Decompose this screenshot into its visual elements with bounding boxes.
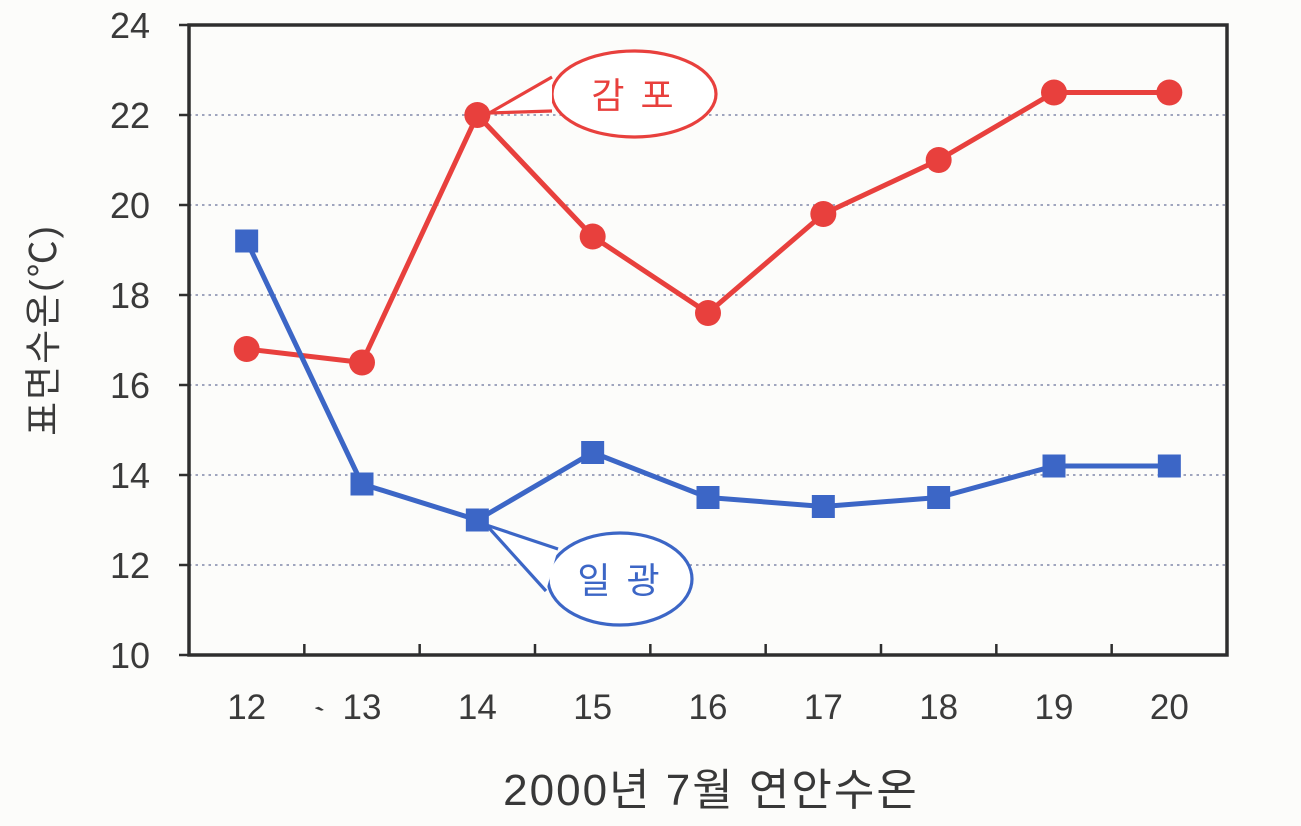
x-tick-label: 18	[919, 688, 958, 727]
data-point-ilgwang	[696, 486, 720, 509]
data-point-gampo	[810, 201, 837, 227]
x-tick-label: 19	[1035, 688, 1074, 727]
y-tick-label: 16	[110, 365, 150, 406]
x-tick-label: 13	[343, 688, 382, 727]
data-point-gampo	[1156, 79, 1183, 106]
x-tick-label: 15	[573, 688, 612, 727]
y-tick-label: 10	[110, 635, 150, 676]
data-point-ilgwang	[1157, 454, 1181, 478]
y-tick-label: 20	[110, 185, 150, 226]
callout-tail-edge-gampo	[489, 109, 553, 115]
x-tick-label: 16	[689, 688, 728, 727]
x-tick-label: 17	[804, 688, 843, 727]
series-callout-label-ilgwang: 일 광	[577, 560, 663, 601]
callout-tail-fill-ilgwang	[486, 525, 558, 591]
data-point-gampo	[464, 102, 491, 128]
data-point-gampo	[579, 223, 606, 250]
callout-tail-edge-gampo	[488, 75, 553, 115]
x-tick-label: 14	[458, 688, 497, 727]
data-point-gampo	[1041, 79, 1067, 106]
series-line-ilgwang	[244, 239, 1170, 523]
data-point-gampo	[925, 147, 952, 173]
y-tick-label: 24	[110, 5, 150, 46]
y-tick-label: 12	[110, 545, 150, 586]
y-tick-label: 22	[110, 95, 150, 136]
data-point-gampo	[233, 336, 260, 362]
data-point-ilgwang	[1042, 454, 1066, 478]
x-tick-label: 20	[1150, 688, 1189, 727]
chart-title: 2000년 7월 연안수온	[503, 766, 919, 815]
data-point-gampo	[695, 300, 721, 326]
data-point-ilgwang	[235, 229, 259, 253]
data-point-ilgwang	[927, 486, 951, 509]
y-axis-title: 표면수온(℃)	[23, 224, 64, 436]
plot-border	[187, 23, 1229, 657]
series-callout-label-gampo: 감 포	[591, 75, 677, 116]
y-tick-label: 14	[110, 455, 150, 496]
callout-tail-edge-ilgwang	[485, 523, 559, 551]
callout-tail-edge-ilgwang	[485, 523, 548, 593]
x-tick-label: 12	[227, 688, 266, 727]
data-point-gampo	[349, 349, 375, 376]
data-point-ilgwang	[350, 472, 374, 496]
data-point-ilgwang	[581, 441, 605, 464]
data-point-ilgwang	[811, 495, 835, 518]
data-point-ilgwang	[465, 508, 489, 532]
y-tick-label: 18	[110, 275, 150, 316]
